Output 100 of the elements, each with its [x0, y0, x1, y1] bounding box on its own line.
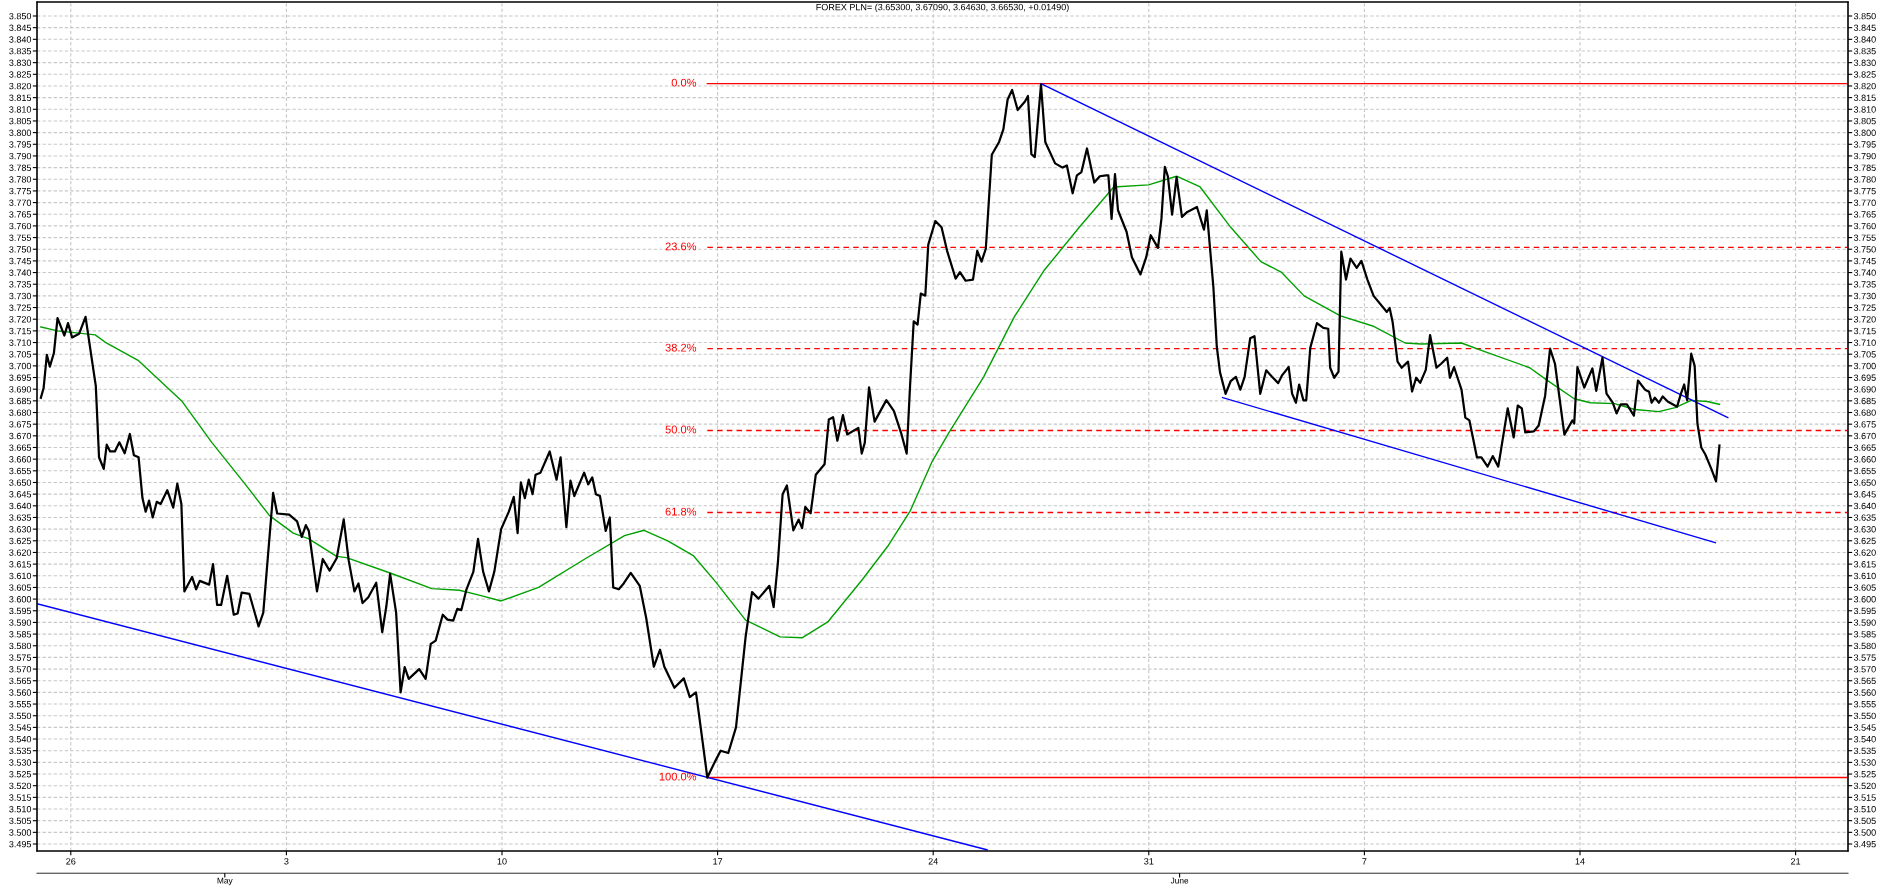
y-tick-label: 3.680 — [9, 409, 32, 416]
x-tick-label: 10 — [497, 858, 507, 865]
y2-tick-label: 3.515 — [1853, 794, 1876, 801]
y-tick-label: 3.835 — [9, 47, 32, 55]
y-tick-label: 3.715 — [9, 327, 32, 335]
y2-tick-label: 3.550 — [1853, 712, 1876, 720]
y-tick-label: 3.765 — [9, 211, 32, 218]
y-tick-label: 3.675 — [9, 421, 32, 428]
y-tick-label: 3.620 — [9, 549, 32, 556]
y2-tick-label: 3.580 — [1853, 642, 1876, 650]
y-tick-label: 3.775 — [9, 187, 32, 195]
y2-tick-label: 3.675 — [1853, 421, 1876, 428]
y-tick-label: 3.665 — [9, 444, 32, 451]
y-tick-label: 3.840 — [9, 36, 32, 43]
y-tick-label: 3.735 — [9, 281, 32, 288]
x2-tick-label: June — [1170, 877, 1189, 884]
y2-tick-label: 3.520 — [1853, 782, 1876, 790]
series-label: 23.6% — [665, 242, 697, 251]
y2-tick-label: 3.585 — [1853, 631, 1876, 638]
y-tick-label: 3.820 — [9, 82, 32, 90]
y-tick-label: 3.575 — [9, 654, 32, 661]
y-tick-label: 3.570 — [9, 666, 32, 673]
y-tick-label: 3.555 — [9, 701, 32, 708]
y2-tick-label: 3.780 — [1853, 176, 1876, 183]
y-tick-label: 3.695 — [9, 374, 32, 381]
series-label: 61.8% — [665, 507, 697, 516]
y-tick-label: 3.585 — [9, 631, 32, 638]
y2-tick-label: 3.740 — [1853, 269, 1876, 276]
y2-tick-label: 3.695 — [1853, 374, 1876, 381]
x-tick-label: 7 — [1362, 858, 1367, 865]
y-tick-label: 3.845 — [9, 24, 32, 32]
y-tick-label: 3.685 — [9, 397, 32, 405]
y2-tick-label: 3.765 — [1853, 211, 1876, 218]
y2-tick-label: 3.700 — [1853, 362, 1876, 370]
y2-tick-label: 3.805 — [1853, 117, 1876, 125]
y-tick-label: 3.745 — [9, 257, 32, 265]
y-tick-label: 3.495 — [9, 840, 32, 848]
x-tick-label: 24 — [928, 858, 938, 865]
y-tick-label: 3.525 — [9, 771, 32, 778]
y-tick-label: 3.830 — [9, 59, 32, 66]
y-tick-label: 3.795 — [9, 141, 32, 148]
y2-tick-label: 3.605 — [1853, 584, 1876, 591]
y-tick-label: 3.850 — [9, 12, 32, 20]
y-tick-label: 3.810 — [9, 106, 32, 113]
y2-tick-label: 3.715 — [1853, 327, 1876, 335]
y2-tick-label: 3.680 — [1853, 409, 1876, 416]
y2-tick-label: 3.850 — [1853, 12, 1876, 20]
y2-tick-label: 3.575 — [1853, 654, 1876, 661]
y2-tick-label: 3.595 — [1853, 607, 1876, 615]
y-tick-label: 3.600 — [9, 596, 32, 603]
y-tick-label: 3.515 — [9, 794, 32, 801]
y-tick-label: 3.655 — [9, 467, 32, 475]
y2-tick-label: 3.840 — [1853, 36, 1876, 43]
y-tick-label: 3.770 — [9, 199, 32, 206]
y2-tick-label: 3.750 — [1853, 246, 1876, 253]
y2-tick-label: 3.815 — [1853, 94, 1876, 101]
y-tick-label: 3.610 — [9, 572, 32, 580]
y-tick-label: 3.560 — [9, 689, 32, 696]
x-tick-label: 14 — [1575, 858, 1585, 865]
y-tick-label: 3.700 — [9, 362, 32, 370]
y2-tick-label: 3.670 — [1853, 432, 1876, 440]
y-tick-label: 3.670 — [9, 432, 32, 440]
y-tick-label: 3.550 — [9, 712, 32, 720]
y-tick-label: 3.595 — [9, 607, 32, 615]
y2-tick-label: 3.690 — [1853, 386, 1876, 393]
y-tick-label: 3.730 — [9, 292, 32, 300]
y2-tick-label: 3.710 — [1853, 339, 1876, 346]
y-tick-label: 3.510 — [9, 805, 32, 813]
y2-tick-label: 3.785 — [1853, 164, 1876, 171]
y-tick-label: 3.650 — [9, 479, 32, 486]
y2-tick-label: 3.590 — [1853, 619, 1876, 626]
y2-tick-label: 3.620 — [1853, 549, 1876, 556]
y-tick-label: 3.630 — [9, 526, 32, 533]
y2-tick-label: 3.775 — [1853, 187, 1876, 195]
y-tick-label: 3.740 — [9, 269, 32, 276]
y-tick-label: 3.520 — [9, 782, 32, 790]
series-label: 0.0% — [671, 78, 697, 87]
y2-tick-label: 3.540 — [1853, 736, 1876, 743]
y-tick-label: 3.530 — [9, 759, 32, 766]
y-tick-label: 3.590 — [9, 619, 32, 626]
y-tick-label: 3.565 — [9, 677, 32, 685]
y2-tick-label: 3.825 — [1853, 71, 1876, 78]
y2-tick-label: 3.630 — [1853, 526, 1876, 533]
y2-tick-label: 3.615 — [1853, 561, 1876, 568]
y2-tick-label: 3.560 — [1853, 689, 1876, 696]
y-tick-label: 3.725 — [9, 304, 32, 311]
y2-tick-label: 3.795 — [1853, 141, 1876, 148]
x-tick-label: 21 — [1791, 858, 1801, 865]
y-tick-label: 3.800 — [9, 129, 32, 136]
y-tick-label: 3.625 — [9, 537, 32, 545]
series-label: 38.2% — [665, 343, 697, 352]
y2-tick-label: 3.845 — [1853, 24, 1876, 32]
y2-tick-label: 3.530 — [1853, 759, 1876, 766]
y-tick-label: 3.805 — [9, 117, 32, 125]
series-label: 50.0% — [665, 425, 697, 434]
y2-tick-label: 3.720 — [1853, 316, 1876, 323]
y2-tick-label: 3.735 — [1853, 281, 1876, 288]
y2-tick-label: 3.545 — [1853, 724, 1876, 731]
x-tick-label: 17 — [713, 858, 723, 865]
y-tick-label: 3.635 — [9, 514, 32, 521]
